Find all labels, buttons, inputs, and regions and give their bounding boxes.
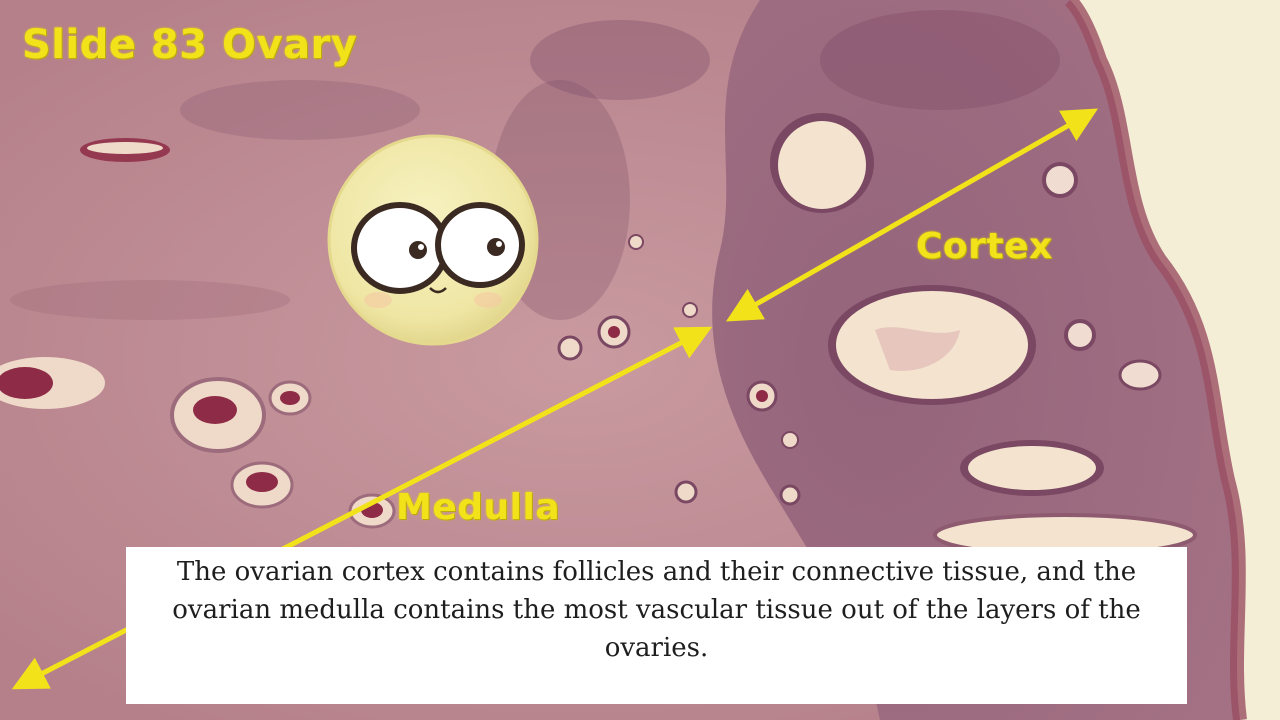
cortex-label: Cortex (916, 226, 1053, 267)
cortex-arrow (725, 108, 1099, 322)
medulla-label: Medulla (396, 487, 561, 528)
caption-box: The ovarian cortex contains follicles an… (126, 547, 1187, 704)
slide-title: Slide 83 Ovary (22, 22, 358, 68)
follicle-4 (1042, 162, 1078, 198)
egg-mascot (327, 134, 539, 346)
capsule-edge (1064, 0, 1247, 720)
caption-text: The ovarian cortex contains follicles an… (172, 557, 1141, 663)
slide-glass-background (1070, 0, 1280, 720)
